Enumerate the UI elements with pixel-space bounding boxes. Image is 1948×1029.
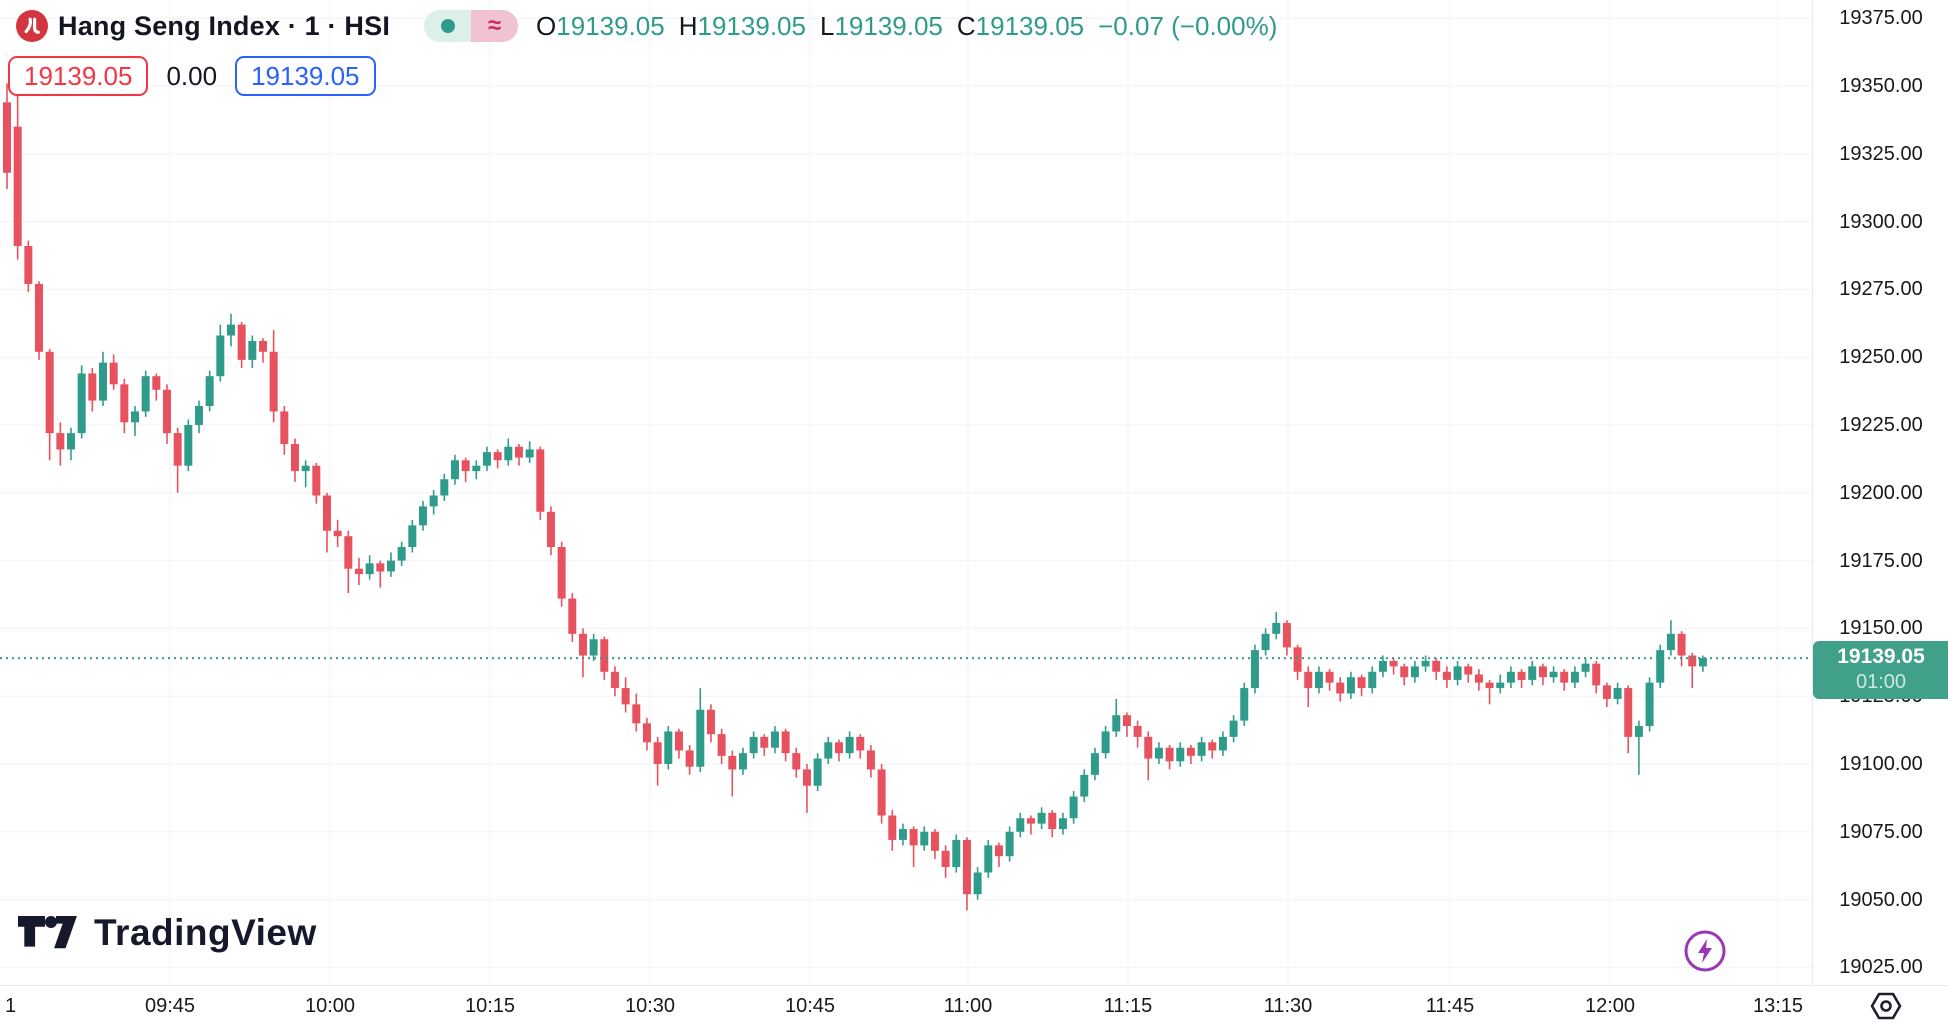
tradingview-logo[interactable]: TradingView <box>18 912 317 954</box>
price-axis-label: 19300.00 <box>1839 210 1923 233</box>
close-value: 19139.05 <box>975 10 1085 41</box>
time-axis-label: 09:45 <box>144 995 196 1017</box>
market-status-button[interactable] <box>424 10 472 42</box>
sell-price-button[interactable]: 19139.05 <box>8 56 149 96</box>
close-label: C <box>956 10 976 41</box>
time-axis[interactable]: 1 09:45 10:00 10:15 10:30 10:45 11:00 11:15 11:3… <box>0 985 1948 1029</box>
price-axis[interactable]: 19139.05 01:00 19375.00 19350.00 19325.00 1… <box>1812 0 1948 985</box>
time-axis-label: 10:45 <box>784 995 836 1017</box>
delayed-data-button[interactable]: ≈ <box>471 10 519 42</box>
price-axis-label: 19250.00 <box>1839 346 1923 369</box>
time-axis-label: 10:30 <box>624 995 676 1017</box>
time-axis-label: 11:30 <box>1263 995 1313 1017</box>
current-price-value: 19139.05 <box>1837 645 1925 669</box>
time-axis-label: 10:15 <box>464 995 516 1017</box>
price-axis-label: 19225.00 <box>1839 414 1923 436</box>
gear-icon <box>1870 992 1902 1020</box>
price-axis-label: 19375.00 <box>1839 7 1923 30</box>
price-axis-label: 19350.00 <box>1839 75 1923 97</box>
price-axis-label: 19075.00 <box>1839 820 1923 843</box>
time-axis-label: 11:15 <box>1103 995 1153 1017</box>
hsi-symbol-icon <box>16 10 48 42</box>
price-axis-label: 19275.00 <box>1839 278 1923 301</box>
scale-settings-button[interactable] <box>1868 991 1904 1021</box>
ohlc-readout: O 19139.05 H 19139.05 L 19139.05 C 19139.05 … <box>536 11 1277 42</box>
approx-icon: ≈ <box>487 12 502 39</box>
lightning-icon <box>1684 930 1726 972</box>
time-axis-label: 13:15 <box>1752 995 1804 1017</box>
open-label: O <box>536 10 557 41</box>
price-axis-label: 19325.00 <box>1839 142 1923 165</box>
time-axis-label: 10:00 <box>304 995 356 1017</box>
low-label: L <box>819 10 835 41</box>
symbol-title[interactable]: Hang Seng Index · 1 · HSI <box>58 10 391 41</box>
price-axis-label: 19025.00 <box>1839 956 1923 979</box>
bar-countdown: 01:00 <box>1855 671 1907 694</box>
price-axis-label: 19175.00 <box>1839 549 1923 572</box>
low-value: 19139.05 <box>834 10 943 41</box>
high-label: H <box>678 10 698 41</box>
open-value: 19139.05 <box>556 10 665 41</box>
time-axis-label: 12:00 <box>1584 995 1636 1017</box>
candlestick-chart[interactable] <box>0 0 1812 985</box>
trade-price-row: 19139.05 0.00 19139.05 <box>8 56 376 96</box>
buy-price-button[interactable]: 19139.05 <box>235 56 376 96</box>
time-axis-label: 11:45 <box>1425 995 1475 1017</box>
high-value: 19139.05 <box>697 10 806 41</box>
price-axis-label: 19050.00 <box>1839 888 1923 911</box>
current-price-tag: 19139.05 01:00 <box>1813 641 1948 700</box>
change-value: −0.07 (−0.00%) <box>1098 10 1278 41</box>
tradingview-logo-text: TradingView <box>94 912 317 953</box>
instant-order-button[interactable] <box>1683 929 1727 973</box>
price-axis-label: 19100.00 <box>1839 753 1923 775</box>
spread-value: 0.00 <box>166 60 218 91</box>
time-axis-label: 11:00 <box>943 995 993 1017</box>
tradingview-logo-icon <box>18 916 77 949</box>
time-axis-label: 1 <box>5 995 17 1017</box>
price-axis-label: 19200.00 <box>1839 481 1923 504</box>
market-open-dot-icon <box>440 19 455 33</box>
price-axis-label: 19150.00 <box>1839 617 1923 640</box>
